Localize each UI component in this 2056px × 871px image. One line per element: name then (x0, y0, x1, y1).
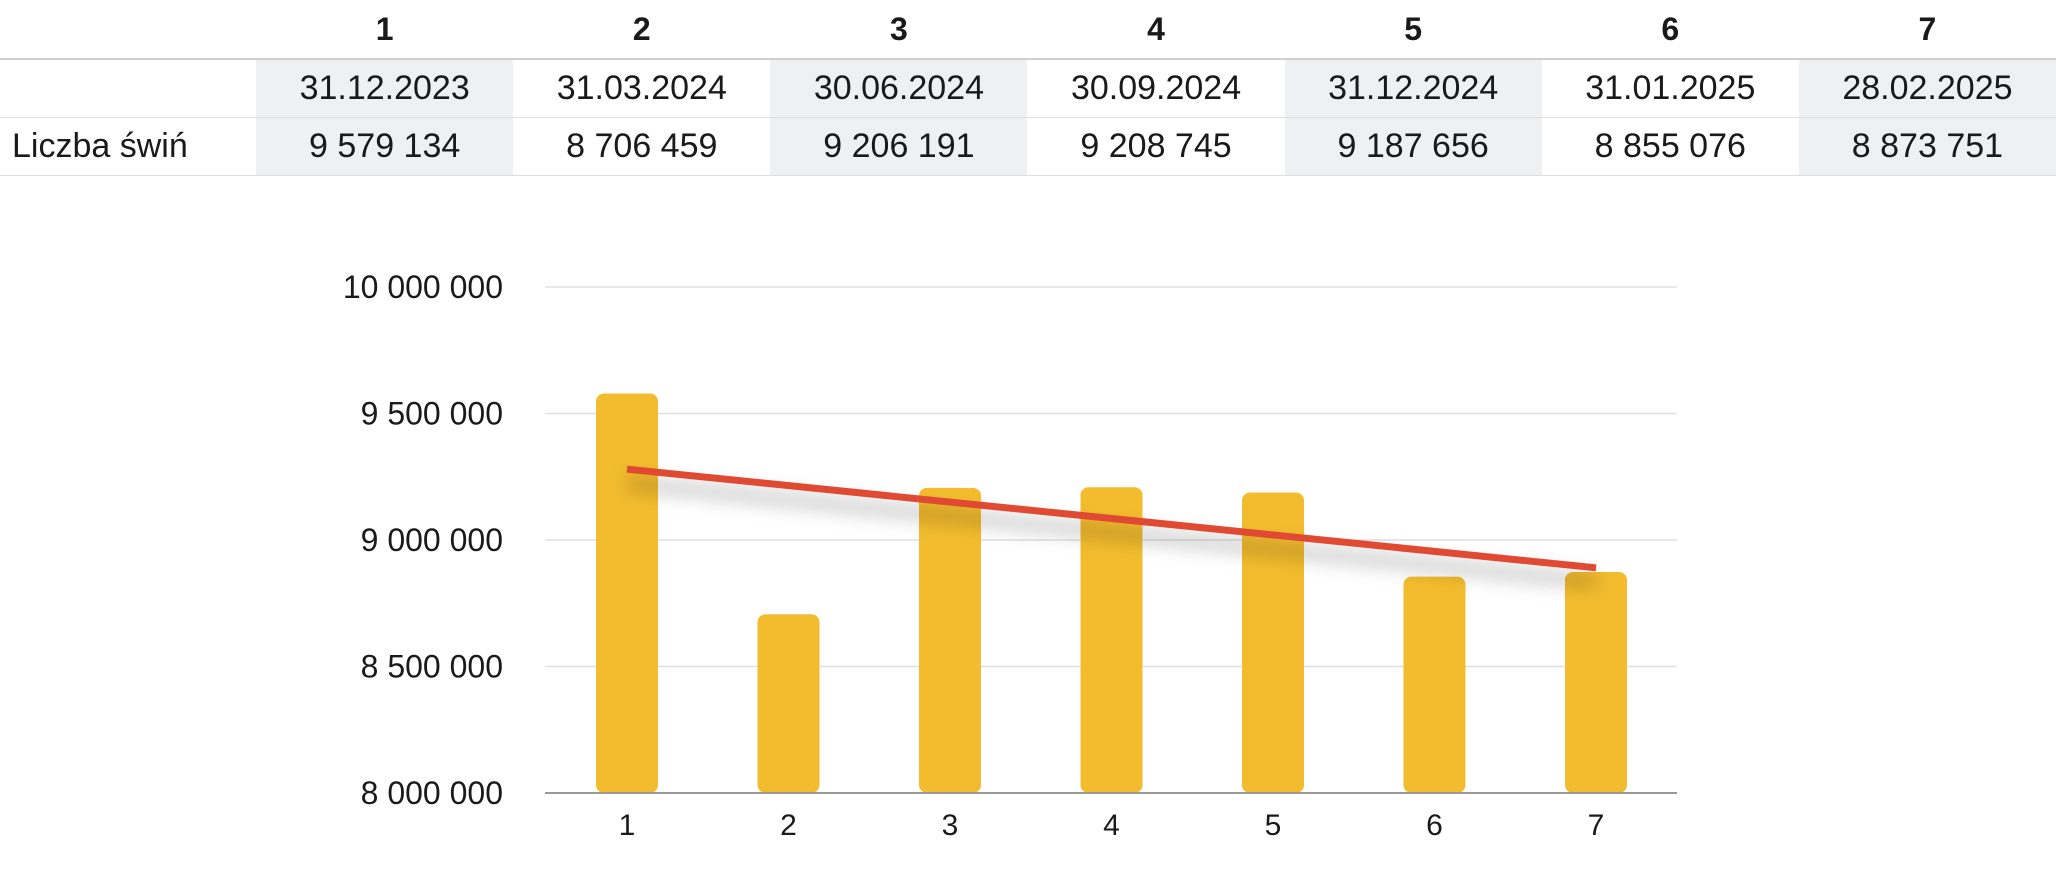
table-row-values: Liczba świń 9 579 134 8 706 459 9 206 19… (0, 117, 2056, 176)
table-header-cell: 3 (770, 0, 1028, 60)
value-cell: 9 187 656 (1284, 117, 1542, 176)
bars (596, 393, 1627, 793)
bar (919, 487, 981, 793)
y-tick-label: 9 500 000 (361, 396, 503, 432)
table-row-dates: 31.12.2023 31.03.2024 30.06.2024 30.09.2… (0, 59, 2056, 118)
table-row-label (0, 59, 257, 118)
bar (596, 393, 658, 793)
table-header-cell: 4 (1027, 0, 1285, 60)
bar (757, 614, 820, 793)
bar (1080, 487, 1143, 793)
x-axis: 1 2 3 4 5 6 7 (545, 792, 1677, 842)
table-header-row: 1 2 3 4 5 6 7 (0, 0, 2056, 60)
trendline-shadow (626, 477, 1597, 588)
date-cell: 31.12.2024 (1284, 59, 1542, 118)
value-cell: 9 206 191 (770, 117, 1028, 176)
x-tick-label: 7 (1588, 809, 1605, 842)
date-cell: 31.01.2025 (1541, 59, 1799, 118)
trendline (626, 465, 1597, 572)
date-cell: 31.03.2024 (513, 59, 771, 118)
y-tick-label: 9 000 000 (361, 522, 503, 558)
value-cell: 8 706 459 (513, 117, 771, 176)
x-tick-label: 1 (619, 809, 636, 842)
table-header-cell (0, 0, 257, 60)
date-cell: 30.06.2024 (770, 59, 1028, 118)
x-tick-label: 2 (780, 809, 797, 842)
x-tick-label: 4 (1103, 809, 1120, 842)
bar (1403, 576, 1466, 793)
trendline-group (626, 465, 1597, 588)
value-cell: 9 208 745 (1027, 117, 1285, 176)
date-cell: 28.02.2025 (1798, 59, 2056, 118)
y-tick-label: 8 500 000 (361, 649, 503, 685)
bar (1242, 492, 1304, 793)
value-cell: 8 855 076 (1541, 117, 1799, 176)
table-header-cell: 1 (256, 0, 514, 60)
y-tick-label: 8 000 000 (361, 775, 503, 811)
value-cell: 9 579 134 (256, 117, 514, 176)
value-cell: 8 873 751 (1798, 117, 2056, 176)
x-tick-label: 5 (1265, 809, 1282, 842)
data-table: 1 2 3 4 5 6 7 31.12.2023 31.03.2024 30.0… (0, 0, 2056, 176)
table-row-label: Liczba świń (0, 117, 257, 176)
x-tick-label: 6 (1426, 809, 1443, 842)
table-header-cell: 5 (1284, 0, 1542, 60)
y-tick-label: 10 000 000 (343, 269, 503, 305)
y-axis: 8 000 000 8 500 000 9 000 000 9 500 000 10 0… (343, 269, 503, 811)
date-cell: 30.09.2024 (1027, 59, 1285, 118)
table-header-cell: 6 (1541, 0, 1799, 60)
date-cell: 31.12.2023 (256, 59, 514, 118)
table-header-cell: 2 (513, 0, 771, 60)
x-tick-label: 3 (942, 809, 959, 842)
table-header-cell: 7 (1798, 0, 2056, 60)
bar (1565, 571, 1627, 793)
